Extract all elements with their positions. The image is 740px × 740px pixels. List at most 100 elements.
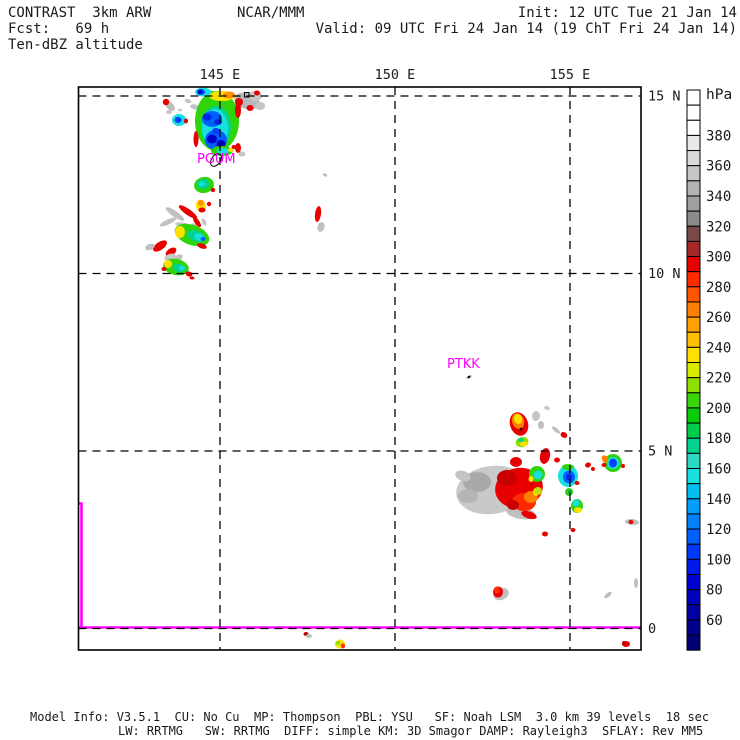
radar-echo (306, 634, 312, 638)
island-dot (519, 427, 523, 431)
longitude-label: 145 E (200, 67, 241, 83)
radar-echo (223, 91, 235, 99)
radar-echo (521, 510, 537, 520)
radar-echo (177, 108, 183, 112)
radar-echo (228, 148, 234, 152)
radar-echo (507, 500, 519, 510)
latitude-label: 0 (648, 621, 656, 637)
colorbar-tick-label: 340 (706, 189, 731, 205)
radar-echo (628, 520, 634, 524)
init-time-label: Init: 12 UTC Tue 21 Jan 14 (517, 5, 737, 21)
model-info-line1: Model Info: V3.5.1 CU: No Cu MP: Thompso… (30, 710, 710, 724)
colorbar-cell (686, 604, 701, 621)
radar-echo (528, 476, 534, 482)
radar-echo (214, 119, 222, 125)
radar-echo (175, 226, 185, 238)
radar-echo (185, 271, 193, 277)
radar-echo (572, 499, 580, 507)
radar-echo (568, 490, 572, 494)
radar-echo (199, 181, 205, 187)
radar-echo (534, 487, 542, 495)
colorbar-cell (686, 165, 701, 182)
radar-echo (254, 90, 260, 96)
radar-echo (198, 207, 206, 213)
colorbar-cell (686, 437, 701, 454)
radar-echo (178, 205, 198, 219)
colorbar-cell (686, 150, 701, 167)
colorbar-cell (686, 377, 701, 394)
radar-echo (533, 470, 543, 480)
radar-echo (197, 243, 207, 249)
colorbar-tick-label: 380 (706, 128, 731, 144)
radar-echo (198, 200, 204, 206)
colorbar-cell (686, 286, 701, 303)
radar-echo (235, 102, 241, 118)
colorbar-tick-label: 300 (706, 250, 731, 266)
colorbar-tick-label: 120 (706, 522, 731, 538)
colorbar-cell (686, 452, 701, 469)
radar-echo (609, 458, 617, 468)
radar-echo (570, 528, 576, 532)
radar-echo (551, 426, 561, 434)
radar-echo (621, 464, 625, 468)
radar-echo (212, 128, 220, 134)
radar-echo (542, 531, 548, 537)
colorbar-cell (686, 634, 701, 651)
radar-echo (153, 240, 167, 252)
radar-echo (189, 276, 195, 280)
radar-echo (562, 464, 574, 470)
radar-echo (216, 140, 226, 148)
colorbar-tick-label: 360 (706, 159, 731, 175)
island-dot (467, 375, 471, 379)
radar-echo (174, 117, 182, 123)
radar-echo (210, 187, 216, 193)
radar-echo (159, 217, 177, 227)
colorbar-tick-label: 220 (706, 371, 731, 387)
colorbar-cell (686, 528, 701, 545)
station-marker (244, 92, 250, 98)
radar-echo (622, 641, 626, 645)
radar-echo (206, 201, 212, 207)
colorbar-cell (686, 225, 701, 242)
radar-echo (601, 455, 609, 463)
radar-echo (314, 206, 322, 222)
flight-track-line (78, 502, 83, 628)
radar-echo (510, 457, 522, 467)
product-title: Ten-dBZ altitude (8, 37, 143, 53)
latitude-label: 5 N (648, 444, 672, 460)
colorbar-cell (686, 256, 701, 273)
radar-echo (166, 110, 172, 114)
colorbar-cell (686, 104, 701, 121)
radar-echo (497, 470, 517, 486)
radar-echo (574, 507, 582, 513)
colorbar-cell (686, 558, 701, 575)
colorbar-tick-label: 180 (706, 431, 731, 447)
radar-echo (560, 432, 568, 438)
radar-echo (231, 145, 237, 149)
island-coastline (210, 153, 222, 167)
colorbar-cell (686, 316, 701, 333)
colorbar-tick-label: 320 (706, 219, 731, 235)
colorbar-title: hPa (706, 87, 732, 103)
colorbar-tick-label: 200 (706, 401, 731, 417)
colorbar-cell (686, 543, 701, 560)
radar-echo (235, 143, 241, 153)
org-label: NCAR/MMM (237, 5, 305, 21)
radar-echo (574, 481, 580, 485)
radar-echo (202, 113, 212, 121)
model-title: CONTRAST 3km ARW (8, 5, 152, 21)
colorbar-cell (686, 483, 701, 500)
colorbar-cell (686, 362, 701, 379)
model-info-line2: LW: RRTMG SW: RRTMG DIFF: simple KM: 3D … (118, 724, 704, 738)
radar-echo (520, 441, 528, 447)
colorbar-tick-label: 280 (706, 280, 731, 296)
colorbar-cell (686, 619, 701, 636)
radar-echo (179, 265, 185, 271)
radar-echo (238, 151, 246, 157)
radar-echo (246, 105, 254, 111)
radar-echo (554, 457, 560, 463)
radar-echo (164, 260, 172, 268)
radar-echo (455, 470, 471, 482)
radar-echo (518, 438, 524, 442)
colorbar-cell (686, 422, 701, 439)
